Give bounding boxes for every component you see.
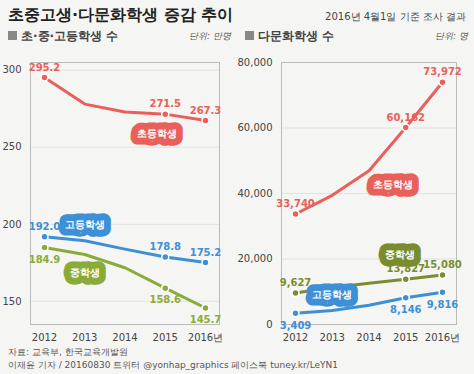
svg-text:2015: 2015 [153,332,178,343]
html-text:자료: 교육부, 한국교육개발원: 자료: 교육부, 한국교육개발원 [8,347,128,357]
svg-text:2016년: 2016년 [425,332,460,343]
svg-text:33,740: 33,740 [276,198,315,209]
svg-text:13,827: 13,827 [386,263,425,274]
svg-text:2014: 2014 [112,332,137,343]
svg-text:40,000: 40,000 [238,188,273,199]
svg-text:8,146: 8,146 [390,304,422,315]
svg-text:중학생: 중학생 [385,249,415,260]
svg-text:초등학생: 초등학생 [373,179,413,190]
html-text:다문화학생 수: 다문화학생 수 [258,28,335,43]
svg-text:250: 250 [2,141,21,152]
svg-text:9,627: 9,627 [280,277,312,288]
svg-text:60,000: 60,000 [238,122,273,133]
html-text:단위: 명: 단위: 명 [435,30,468,41]
svg-text:9,816: 9,816 [427,299,459,310]
svg-text:20,000: 20,000 [238,253,273,264]
svg-text:178.8: 178.8 [149,241,181,252]
svg-text:2014: 2014 [356,332,381,343]
svg-text:175.2: 175.2 [190,247,222,258]
svg-text:267.3: 267.3 [190,105,222,116]
svg-text:0: 0 [266,319,272,330]
svg-text:271.5: 271.5 [149,98,181,109]
svg-text:200: 200 [2,219,21,230]
svg-text:300: 300 [2,64,21,75]
svg-text:고등학생: 고등학생 [65,219,105,230]
svg-text:15,080: 15,080 [423,259,462,270]
svg-text:3,409: 3,409 [280,320,312,331]
html-text:2016년 4월1일 기준 조사 결과: 2016년 4월1일 기준 조사 결과 [325,11,466,22]
svg-text:145.7: 145.7 [190,314,222,325]
svg-text:2016년: 2016년 [188,332,223,343]
html-text:단위: 만명: 단위: 만명 [189,30,231,41]
svg-text:2015: 2015 [393,332,418,343]
svg-text:80,000: 80,000 [238,57,273,68]
svg-text:192.0: 192.0 [29,221,61,232]
svg-text:184.9: 184.9 [29,254,61,265]
svg-text:중학생: 중학생 [70,267,100,278]
html-text:초중고생·다문화학생 증감 추이: 초중고생·다문화학생 증감 추이 [8,5,234,24]
svg-text:150: 150 [2,296,21,307]
svg-text:2013: 2013 [320,332,345,343]
svg-text:295.2: 295.2 [29,62,61,73]
svg-text:2012: 2012 [32,332,57,343]
svg-text:60,162: 60,162 [386,112,425,123]
svg-text:초등학생: 초등학생 [137,128,177,139]
html-text:초·중·고등학생 수: 초·중·고등학생 수 [21,28,119,43]
svg-text:2012: 2012 [283,332,308,343]
svg-text:고등학생: 고등학생 [312,289,352,300]
svg-text:158.6: 158.6 [149,294,181,305]
svg-text:2013: 2013 [72,332,97,343]
svg-text:73,972: 73,972 [423,66,462,77]
html-text:이재윤 기자 / 20160830 트위터 @yonhap_: 이재윤 기자 / 20160830 트위터 @yonhap_graphics 페… [8,360,338,370]
